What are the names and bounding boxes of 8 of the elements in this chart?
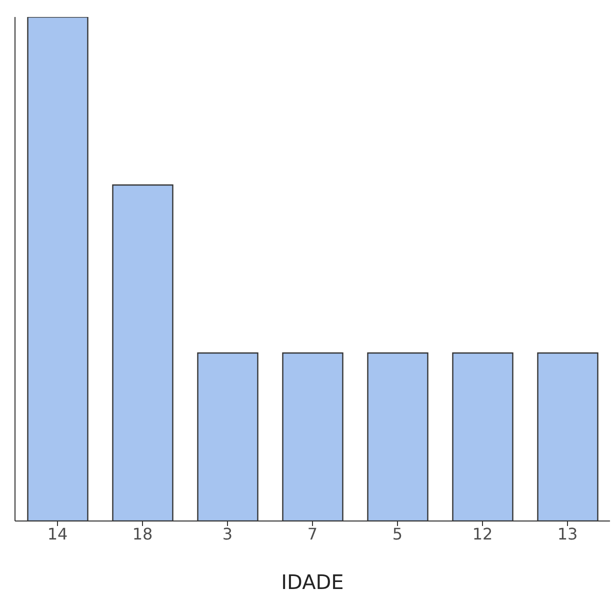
- x-axis-title: IDADE: [281, 570, 344, 594]
- x-tick-label: 5: [392, 524, 403, 544]
- x-tick-label: 13: [557, 524, 578, 544]
- x-tick-label: 7: [307, 524, 318, 544]
- x-tick-label: 12: [472, 524, 493, 544]
- x-tick-label: 14: [47, 524, 68, 544]
- x-tick-label: 18: [132, 524, 153, 544]
- x-tick-label: 3: [222, 524, 233, 544]
